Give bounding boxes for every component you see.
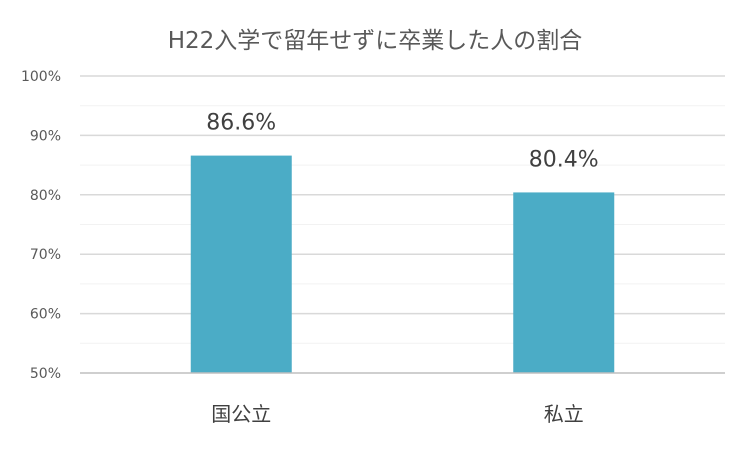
y-axis-tick-labels: 100% 90% 80% 70% 60% 50% [21,69,61,382]
x-axis-category-labels: 国公立 私立 [211,402,584,426]
data-labels: 86.6% 80.4% [206,111,598,173]
y-tick-label: 90% [30,128,61,144]
bar-value-label: 86.6% [206,111,276,136]
major-gridlines [80,75,725,315]
y-tick-label: 70% [30,247,61,263]
y-tick-label: 100% [21,69,61,85]
bar [513,192,615,373]
bar-value-label: 80.4% [529,147,599,172]
minor-gridlines [80,105,725,344]
y-tick-label: 80% [30,188,61,204]
y-tick-label: 60% [30,307,61,323]
x-category-label: 国公立 [211,402,271,426]
bars [190,155,615,373]
bar [190,155,292,373]
x-category-label: 私立 [544,402,584,426]
chart-title: H22入学で留年せずに卒業した人の割合 [168,28,583,54]
y-tick-label: 50% [30,366,61,382]
